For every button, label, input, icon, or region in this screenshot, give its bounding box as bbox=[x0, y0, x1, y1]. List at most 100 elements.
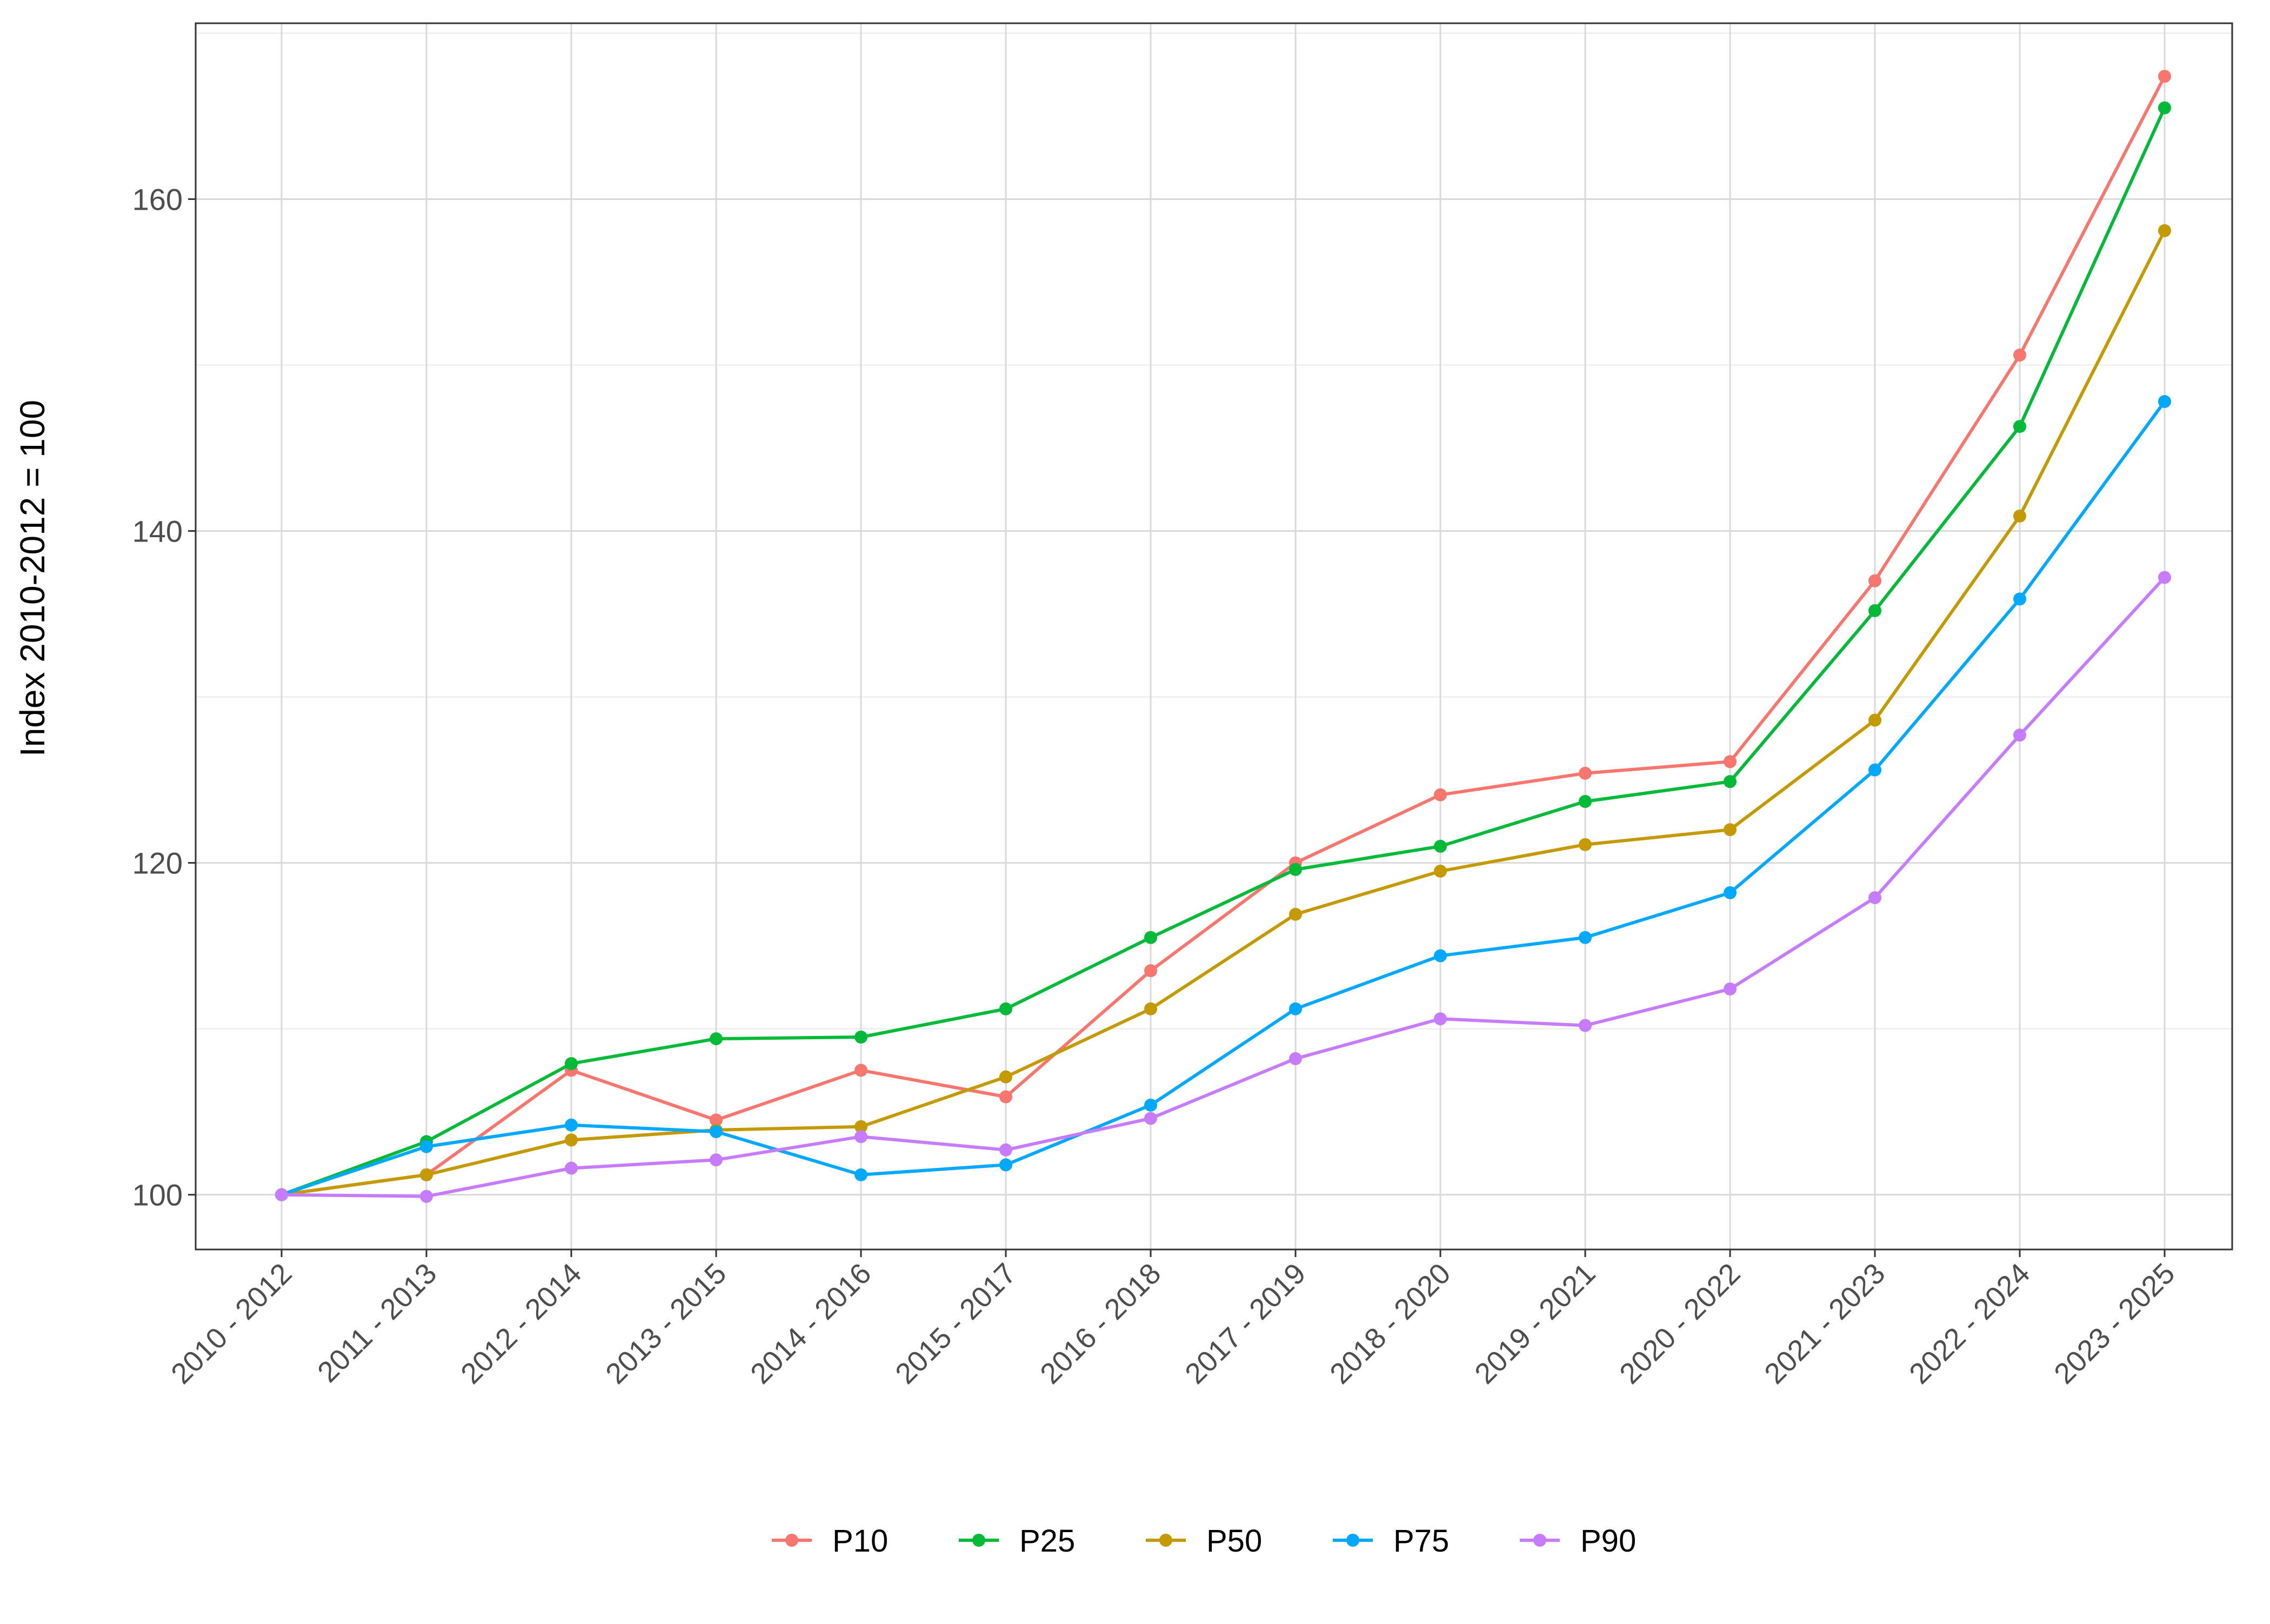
data-point bbox=[710, 1113, 723, 1127]
data-point bbox=[854, 1030, 867, 1044]
data-point bbox=[1724, 775, 1737, 788]
series-p25 bbox=[275, 101, 2171, 1201]
data-point bbox=[1579, 766, 1592, 780]
data-point bbox=[1724, 755, 1737, 768]
x-tick-label: 2022 - 2024 bbox=[1903, 1257, 2036, 1390]
data-point bbox=[1868, 604, 1881, 617]
legend-item-p10: P10 bbox=[772, 1523, 888, 1559]
legend-label: P50 bbox=[1206, 1523, 1262, 1559]
legend-item-p25: P25 bbox=[959, 1523, 1075, 1559]
data-point bbox=[1724, 823, 1737, 837]
data-point bbox=[710, 1153, 723, 1167]
data-point bbox=[1868, 763, 1881, 777]
data-point bbox=[420, 1189, 433, 1203]
data-point bbox=[565, 1057, 578, 1071]
data-point bbox=[2013, 509, 2026, 523]
grid-lines bbox=[196, 23, 2232, 1249]
legend-key-point bbox=[785, 1534, 798, 1547]
data-point bbox=[2158, 70, 2171, 83]
series-p75 bbox=[275, 395, 2171, 1201]
y-axis-label: Index 2010-2012 = 100 bbox=[13, 400, 52, 757]
data-point bbox=[1434, 839, 1447, 853]
data-point bbox=[565, 1133, 578, 1147]
series-line bbox=[280, 400, 2166, 1197]
legend-label: P10 bbox=[832, 1523, 888, 1559]
data-point bbox=[854, 1120, 867, 1133]
data-point bbox=[2158, 101, 2171, 115]
x-tick-label: 2016 - 2018 bbox=[1034, 1257, 1167, 1390]
data-point bbox=[999, 1070, 1012, 1084]
data-point bbox=[1144, 1002, 1157, 1015]
data-point bbox=[1434, 1012, 1447, 1026]
series-line bbox=[280, 75, 2166, 1197]
data-point bbox=[1868, 574, 1881, 587]
data-point bbox=[1144, 931, 1157, 944]
legend-item-p50: P50 bbox=[1146, 1523, 1262, 1559]
data-point bbox=[854, 1168, 867, 1181]
legend-label: P90 bbox=[1580, 1523, 1636, 1559]
data-point bbox=[1434, 788, 1447, 801]
data-point bbox=[1579, 931, 1592, 944]
axes: 100 120 140 160 2010 - 2012 2011 - 2013 2012 -… bbox=[132, 22, 2233, 1390]
data-point bbox=[710, 1125, 723, 1139]
data-point bbox=[1144, 964, 1157, 978]
legend: P10 P25 P50 P75 P90 bbox=[772, 1523, 1636, 1559]
legend-key-point bbox=[972, 1534, 985, 1547]
plot-panel-border bbox=[195, 22, 2233, 1251]
series-p10 bbox=[275, 70, 2171, 1201]
legend-key-point bbox=[1346, 1534, 1359, 1547]
data-point bbox=[999, 1158, 1012, 1172]
data-point bbox=[1289, 907, 1302, 921]
data-point bbox=[1724, 982, 1737, 995]
series-p50 bbox=[275, 224, 2171, 1201]
data-point bbox=[1289, 1002, 1302, 1015]
x-tick-label: 2014 - 2016 bbox=[744, 1257, 877, 1390]
series-line bbox=[280, 229, 2166, 1197]
data-point bbox=[420, 1140, 433, 1153]
y-tick-label: 120 bbox=[132, 846, 183, 880]
x-tick-label: 2023 - 2025 bbox=[2048, 1257, 2181, 1390]
data-point bbox=[710, 1032, 723, 1046]
series-p90 bbox=[275, 571, 2171, 1203]
legend-item-p75: P75 bbox=[1333, 1523, 1449, 1559]
data-point bbox=[2013, 592, 2026, 606]
data-point bbox=[1579, 838, 1592, 851]
y-tick-label: 100 bbox=[132, 1178, 183, 1212]
y-tick-label: 160 bbox=[132, 182, 183, 216]
legend-label: P75 bbox=[1393, 1523, 1449, 1559]
data-point bbox=[2158, 571, 2171, 584]
series-lines bbox=[275, 70, 2171, 1203]
x-tick-label: 2013 - 2015 bbox=[599, 1257, 732, 1390]
series-line bbox=[280, 576, 2166, 1198]
data-point bbox=[1724, 886, 1737, 899]
data-point bbox=[1868, 891, 1881, 905]
data-point bbox=[1144, 1112, 1157, 1125]
data-point bbox=[565, 1118, 578, 1132]
legend-key-point bbox=[1533, 1534, 1546, 1547]
x-tick-label: 2012 - 2014 bbox=[455, 1257, 587, 1390]
x-tick-label: 2019 - 2021 bbox=[1468, 1257, 1601, 1390]
data-point bbox=[2158, 224, 2171, 237]
data-point bbox=[854, 1064, 867, 1077]
data-point bbox=[2013, 420, 2026, 433]
data-point bbox=[1434, 949, 1447, 963]
legend-label: P25 bbox=[1019, 1523, 1075, 1559]
x-tick-label: 2018 - 2020 bbox=[1324, 1257, 1457, 1390]
data-point bbox=[1144, 1098, 1157, 1112]
data-point bbox=[1579, 1019, 1592, 1032]
data-point bbox=[1868, 713, 1881, 727]
data-point bbox=[999, 1002, 1012, 1015]
legend-key-point bbox=[1159, 1534, 1172, 1547]
data-point bbox=[2158, 395, 2171, 409]
data-point bbox=[1289, 1052, 1302, 1065]
x-tick-label: 2020 - 2022 bbox=[1613, 1257, 1746, 1390]
data-point bbox=[1289, 863, 1302, 876]
data-point bbox=[1579, 795, 1592, 808]
data-point bbox=[854, 1130, 867, 1144]
x-tick-label: 2011 - 2013 bbox=[311, 1257, 443, 1388]
data-point bbox=[999, 1143, 1012, 1157]
y-tick-label: 140 bbox=[132, 514, 183, 549]
data-point bbox=[2013, 729, 2026, 742]
legend-item-p90: P90 bbox=[1520, 1523, 1636, 1559]
